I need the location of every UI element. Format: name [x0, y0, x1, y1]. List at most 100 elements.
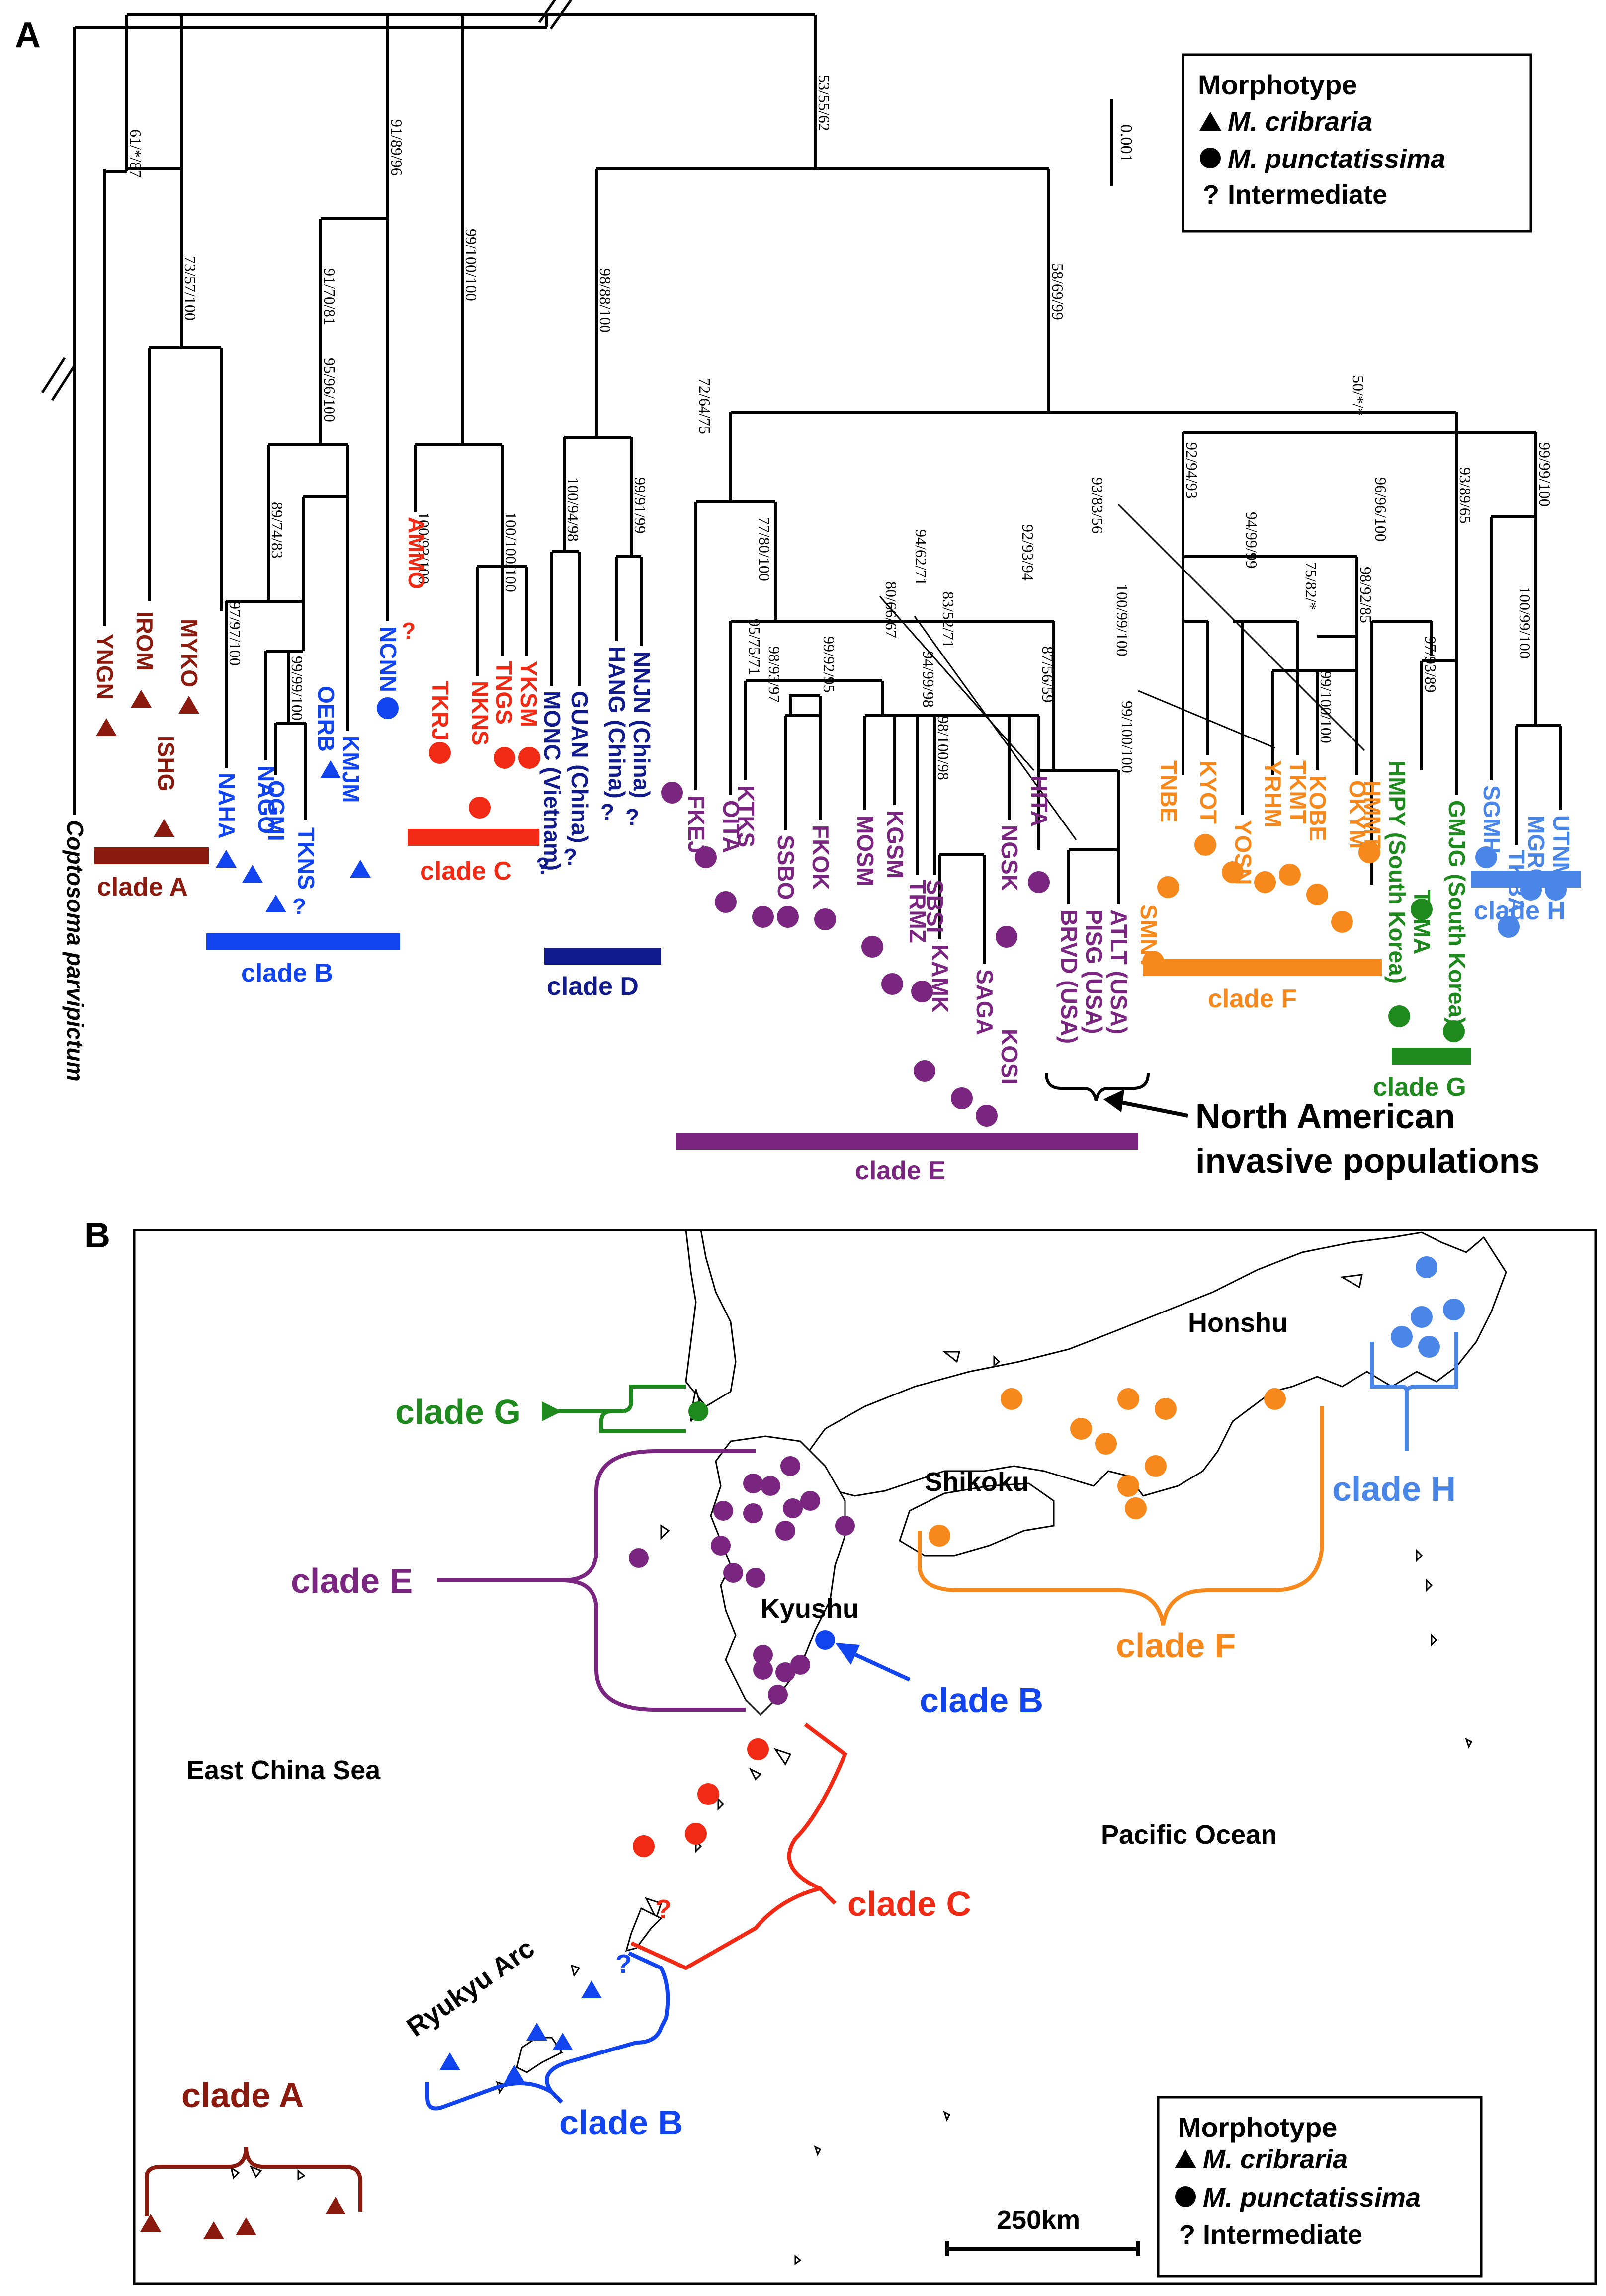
- support-8: 91/89/96: [388, 119, 406, 176]
- circle-icon: [1175, 2186, 1196, 2207]
- support-31: 92/94/93: [1183, 442, 1201, 499]
- support-35: 75/82/*: [1302, 562, 1320, 610]
- tree-clade-e-label: clade E: [855, 1156, 945, 1185]
- support-13: 98/88/100: [596, 268, 614, 333]
- tip-oita: OITA: [718, 800, 744, 853]
- triangle-icon: [1175, 2149, 1196, 2168]
- circle-icon: [1331, 911, 1353, 933]
- tip-tngs: TNGS: [491, 661, 517, 725]
- tip-symbols: ? ? ? ? ? ?: [96, 618, 1567, 1127]
- tip-mosm: MOSM: [852, 815, 878, 886]
- question-mark-icon: ?: [402, 618, 416, 644]
- tip-ngsk: NGSK: [997, 825, 1022, 891]
- circle-icon: [1306, 884, 1328, 905]
- circle-icon: [1498, 916, 1520, 938]
- circle-icon: [1125, 1497, 1147, 1519]
- legend-q-symbol-bottom: ?: [1179, 2220, 1195, 2250]
- circle-icon: [752, 906, 774, 928]
- triangle-icon: [131, 690, 152, 708]
- tip-fkej: FKEJ: [683, 795, 709, 854]
- clade-h-bar: [1471, 871, 1581, 888]
- triangle-icon: [552, 2033, 573, 2050]
- circle-icon: [951, 1087, 973, 1109]
- tip-guan: GUAN (China): [567, 691, 592, 843]
- map-clade-f-label: clade F: [1116, 1626, 1236, 1665]
- support-9: 99/100/100: [462, 229, 480, 301]
- circle-icon: [743, 1503, 763, 1523]
- tip-kyot: KYOT: [1195, 760, 1221, 824]
- question-mark-icon: ?: [292, 894, 306, 919]
- circle-icon: [688, 1401, 708, 1421]
- circle-icon: [713, 1501, 733, 1521]
- triangle-icon: [1199, 112, 1221, 131]
- circle-icon: [1411, 1306, 1433, 1328]
- tip-hmpy: HMPY (South Korea): [1384, 760, 1410, 984]
- clade-e-bar: [676, 1133, 1138, 1150]
- tree-clade-c-label: clade C: [420, 857, 512, 886]
- support-33: 100/99/100: [1113, 584, 1131, 656]
- circle-icon: [469, 797, 491, 819]
- question-mark-icon: ?: [655, 1894, 672, 1924]
- support-19: 80/66/67: [882, 581, 900, 638]
- support-15: 99/91/99: [631, 477, 649, 534]
- support-14: 100/94/98: [564, 477, 582, 542]
- triangle-icon: [526, 2023, 547, 2041]
- tree-clade-f-label: clade F: [1208, 984, 1297, 1013]
- north-american-annotation: North American invasive populations: [1045, 1073, 1539, 1180]
- outgroup-label: Coptosoma parvipictum: [62, 820, 88, 1082]
- support-11: 100/100/100: [502, 512, 520, 592]
- triangle-icon: [242, 865, 263, 883]
- tip-nkns: NKNS: [467, 681, 493, 745]
- triangle-icon: [96, 718, 117, 736]
- clade-f-bar: [1143, 959, 1382, 976]
- brace: [1045, 1073, 1150, 1101]
- support-34: 94/99/99: [1243, 512, 1261, 569]
- korea-coast: [685, 1229, 737, 1407]
- question-mark-icon: ?: [536, 853, 550, 879]
- legend-bottom: Morphotype M. cribraria M. punctatissima…: [1157, 2096, 1483, 2278]
- support-3: 91/70/81: [321, 268, 338, 325]
- okinawa-island: [625, 1907, 663, 1952]
- map-clade-c-label: clade C: [847, 1885, 971, 1923]
- tip-sbsi: SBSI: [922, 880, 948, 933]
- tree-clade-a-label: clade A: [97, 873, 188, 902]
- circle-icon: [1475, 846, 1497, 868]
- map-clade-h-label: clade H: [1332, 1470, 1456, 1508]
- circle-icon: [911, 981, 933, 1002]
- triangle-icon: [265, 895, 286, 912]
- circle-icon: [1358, 841, 1380, 863]
- question-mark-icon: ?: [625, 804, 639, 830]
- place-east-china-sea: East China Sea: [186, 1755, 381, 1785]
- triangle-icon: [350, 860, 371, 878]
- tip-kmjm: KMJM: [338, 736, 364, 803]
- circle-icon: [746, 1568, 765, 1588]
- map-clade-e-label: clade E: [291, 1561, 413, 1600]
- map-clade-b-label-upper: clade B: [920, 1681, 1043, 1720]
- circle-icon: [761, 1476, 780, 1496]
- circle-icon: [1001, 1388, 1022, 1410]
- legend-top: Morphotype M. cribraria M. punctatissima…: [1182, 53, 1532, 233]
- support-7: 99/99/100: [288, 656, 306, 721]
- tip-ammo: AMMO: [404, 517, 429, 589]
- circle-icon: [814, 908, 836, 930]
- legend-box-bottom: [1157, 2096, 1483, 2278]
- circle-icon: [1264, 1388, 1286, 1410]
- support-36: 98/92/85: [1357, 567, 1375, 623]
- circle-icon: [1418, 1336, 1440, 1358]
- support-values: 61/*/87 73/57/100 91/70/81 95/96/100 89/…: [127, 75, 1554, 780]
- tip-hang: HANG (China): [604, 646, 630, 799]
- clade-a-bar: [94, 847, 209, 864]
- scale-bar-label: 0.001: [1117, 124, 1135, 163]
- tip-ssbo: SSBO: [773, 835, 799, 900]
- support-21: 92/93/94: [1019, 524, 1037, 581]
- north-american-label-line2: invasive populations: [1195, 1142, 1539, 1180]
- tree-clade-h-label: clade H: [1474, 897, 1566, 925]
- circle-icon: [835, 1516, 855, 1536]
- tip-kgsm: KGSM: [882, 810, 908, 879]
- map-scale-label: 250km: [997, 2205, 1080, 2235]
- support-4: 95/96/100: [321, 358, 338, 422]
- circle-icon: [1443, 1299, 1465, 1320]
- tip-monc: MONC (Vietnam): [539, 691, 565, 871]
- clade-g-arrowhead-icon: [542, 1401, 562, 1421]
- circle-icon: [697, 1783, 719, 1805]
